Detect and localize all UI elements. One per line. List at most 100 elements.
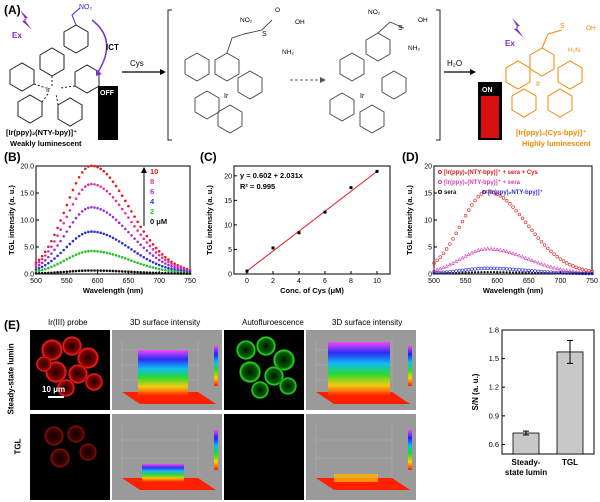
y-tick-label: 1.8: [489, 326, 499, 335]
data-point-10: [151, 243, 155, 246]
data-point-4: [157, 263, 161, 267]
right-complex-name: [Ir(ppy)₂(Cys-bpy)]⁺: [516, 128, 586, 137]
data-point-sera: [480, 271, 483, 274]
legend-4: 2: [150, 207, 154, 216]
data-point-4: [65, 245, 69, 249]
data-point-sera: [467, 271, 470, 274]
panel-d-label: (D): [402, 150, 419, 164]
x-tick-label: 500: [30, 278, 42, 285]
data-point-3: [479, 266, 484, 271]
oh-mid2: OH: [418, 17, 428, 24]
data-point-2: [40, 268, 44, 272]
data-point-0μM: [148, 271, 152, 275]
data-point-0μM: [59, 270, 62, 274]
ex-label-left: Ex: [12, 31, 22, 40]
data-point-0μM: [114, 269, 118, 273]
off-cuvette: [98, 86, 118, 140]
data-point-probe-sera: [567, 268, 572, 273]
y-tick-label: 10.0: [20, 218, 34, 225]
legend-3: 4: [150, 197, 155, 206]
legend-2: sera: [444, 190, 457, 196]
y-axis-label: TGL intensity (a. u.): [7, 185, 16, 255]
data-point-0μM: [90, 269, 93, 272]
data-point-4: [151, 260, 155, 264]
data-point-4: [68, 242, 72, 246]
data-point-8: [130, 220, 133, 224]
data-point-3: [454, 269, 458, 273]
data-point-3: [492, 266, 496, 271]
data-point-0μM: [120, 270, 124, 273]
data-point-0: [568, 262, 572, 267]
data-point-0: [489, 190, 493, 194]
data-point-0: [438, 255, 443, 259]
data-point-3: [441, 270, 446, 275]
data-point-0μM: [133, 270, 136, 274]
data-point-8: [136, 229, 139, 232]
data-point-6: [102, 209, 106, 212]
data-point-2: [151, 266, 155, 269]
data-point-2: [34, 270, 38, 273]
data-point-probe-sera: [507, 250, 512, 254]
y-tick-label: 15: [224, 198, 232, 205]
panel-c-label: (C): [200, 150, 217, 164]
y-tick-label: 10: [424, 218, 432, 225]
data-point-6: [157, 258, 161, 262]
water-label: H₂O: [447, 59, 462, 68]
data-point-2: [105, 251, 109, 255]
data-point-sera: [571, 272, 575, 275]
data-point-2: [56, 262, 59, 266]
data-point-2: [47, 266, 50, 270]
data-point-10: [160, 253, 164, 256]
data-point-6: [87, 206, 90, 210]
data-point-3: [542, 270, 547, 274]
x-tick-label: 700: [555, 278, 567, 285]
data-point-0μM: [93, 269, 96, 272]
data-point-0μM: [182, 272, 186, 275]
data-point-3: [467, 267, 471, 272]
chart-c: 0 2 4 6 8 10 0 5 10 15 20 Conc. of Cys (μM) TGL inte…: [205, 165, 391, 295]
data-point-2: [77, 252, 81, 255]
data-point-0: [479, 192, 484, 196]
data-point-2: [130, 259, 133, 262]
data-point-6: [142, 246, 146, 250]
data-point-0μM: [96, 269, 99, 272]
data-point-6: [96, 206, 99, 210]
y-axis-label: TGL intensity (a. u.): [405, 185, 414, 255]
data-point-0μM: [176, 272, 179, 275]
data-point-8: [102, 187, 106, 190]
data-point-probe-sera: [533, 259, 538, 264]
data-point-probe-sera: [438, 266, 443, 271]
data-point-6: [59, 239, 62, 243]
data-point-3: [539, 269, 544, 274]
data-point-0μM: [145, 271, 149, 274]
y-tick-label: 5.0: [24, 245, 34, 252]
data-point-6: [65, 230, 69, 233]
x-tick-label: 2: [271, 278, 275, 285]
data-point-8: [37, 260, 41, 264]
data-point-sera: [590, 272, 594, 275]
data-point-3: [533, 269, 537, 273]
s-mid1: S: [262, 31, 267, 38]
data-point-10: [90, 164, 93, 168]
data-point-8: [40, 257, 44, 261]
data-point-4: [50, 259, 53, 263]
data-point-4: [77, 234, 81, 238]
data-point-4: [71, 239, 75, 243]
x-tick-label: 750: [184, 278, 196, 285]
legend-marker-0: [438, 170, 442, 174]
data-point-0: [470, 203, 474, 207]
data-point-sera: [464, 271, 467, 274]
data-point-4: [105, 233, 109, 237]
data-point-3: [514, 267, 518, 272]
y-tick-label: 1.2: [489, 383, 499, 392]
data-point-sera: [496, 271, 499, 274]
data-point-probe-sera: [552, 265, 557, 270]
data-point-probe-sera: [520, 254, 525, 259]
no2-label: NO₂: [79, 4, 93, 11]
x-tick-label: 600: [92, 278, 104, 285]
data-point-0μM: [56, 271, 59, 274]
data-point-4: [127, 246, 130, 249]
data-point-sera: [499, 271, 502, 274]
data-point-2: [145, 264, 149, 268]
data-point-0μM: [151, 271, 155, 275]
